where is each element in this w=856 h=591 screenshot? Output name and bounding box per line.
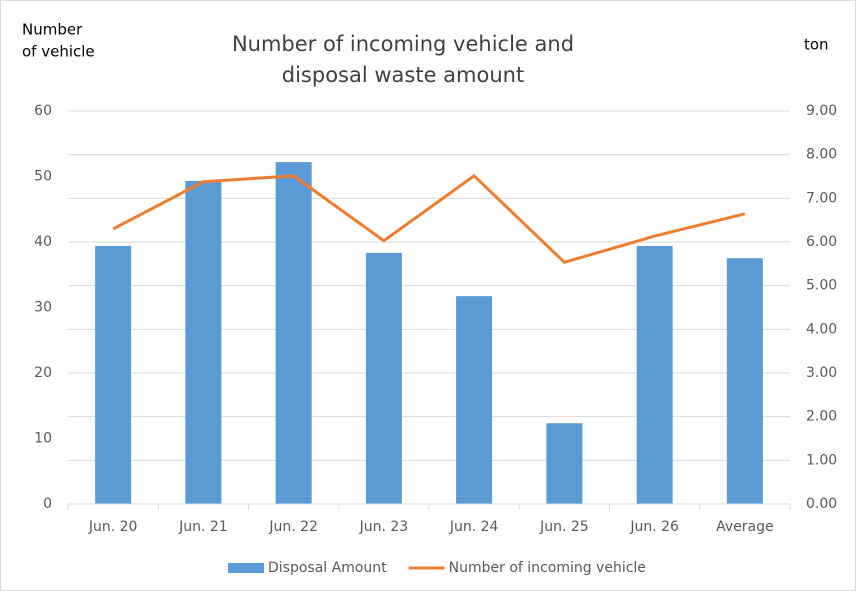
line (112, 174, 746, 264)
y-tick-label: 30 (34, 300, 52, 316)
y-tick-label: 60 (34, 103, 52, 119)
y-tick-label: 20 (34, 365, 52, 381)
bar (95, 245, 132, 504)
y2-tick-label: 5.00 (806, 278, 837, 294)
y-axis-title: Number (22, 21, 83, 39)
x-tick-label: Jun. 25 (539, 519, 589, 535)
x-tick-label: Jun. 22 (268, 519, 318, 535)
legend-label: Number of incoming vehicle (449, 560, 646, 576)
y2-axis-title: ton (804, 36, 829, 54)
x-tick-label: Average (716, 519, 774, 535)
y2-tick-label: 0.00 (806, 496, 837, 512)
chart-title: disposal waste amount (282, 63, 524, 87)
x-tick-label: Jun. 26 (629, 519, 679, 535)
y2-tick-label: 1.00 (806, 452, 837, 468)
y-tick-label: 10 (34, 431, 52, 447)
y2-tick-label: 3.00 (806, 365, 837, 381)
bar (726, 258, 763, 504)
y2-tick-label: 2.00 (806, 409, 837, 425)
chart-title: Number of incoming vehicle and (232, 32, 574, 56)
legend-swatch (228, 563, 264, 573)
y2-tick-label: 6.00 (806, 234, 837, 250)
bar (546, 423, 583, 504)
y2-tick-label: 8.00 (806, 147, 837, 163)
x-tick-label: Jun. 24 (449, 519, 499, 535)
bar (636, 245, 673, 504)
y-tick-label: 40 (34, 234, 52, 250)
y-tick-label: 0 (43, 496, 52, 512)
y2-tick-label: 7.00 (806, 190, 837, 206)
bar (456, 296, 493, 504)
y-tick-label: 50 (34, 169, 52, 185)
x-tick-label: Jun. 21 (178, 519, 228, 535)
y-axis-title: of vehicle (22, 43, 95, 61)
y2-tick-label: 9.00 (806, 103, 837, 119)
bar (185, 180, 222, 504)
bar (365, 252, 402, 504)
y2-tick-label: 4.00 (806, 321, 837, 337)
x-tick-label: Jun. 23 (359, 519, 409, 535)
bar (275, 162, 312, 504)
legend-label: Disposal Amount (268, 560, 387, 576)
x-tick-label: Jun. 20 (88, 519, 138, 535)
